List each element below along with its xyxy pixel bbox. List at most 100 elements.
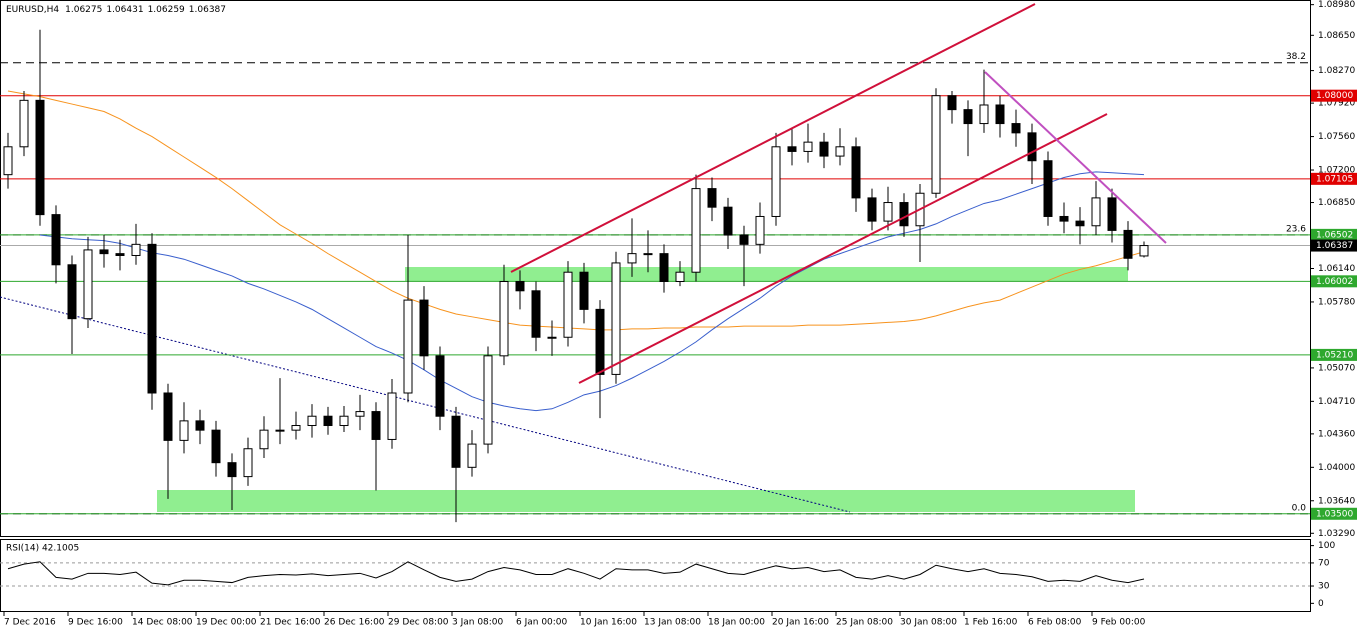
y-tick-label: 1.04360: [1318, 429, 1355, 439]
candle-body: [1107, 197, 1117, 231]
channel-upper: [510, 3, 1036, 273]
candle-body: [1027, 132, 1037, 162]
header-low: 1.06259: [148, 5, 185, 15]
y-tick-label: 1.07920: [1318, 99, 1355, 109]
candle-body: [1123, 229, 1133, 259]
fib-label: 38.2: [1286, 52, 1306, 62]
level-label: 1.07105: [1316, 174, 1353, 184]
candle-body: [339, 415, 349, 427]
candle-body: [163, 392, 173, 441]
level-label-box: [1311, 507, 1357, 520]
candle-body: [499, 281, 509, 357]
candle-body: [403, 299, 413, 394]
candle-body: [227, 462, 237, 478]
x-tick-label: 10 Jan 16:00: [580, 618, 637, 628]
header-close: 1.06387: [189, 5, 226, 15]
candle-body: [947, 95, 957, 111]
moving-average: [39, 171, 1145, 412]
candle-body: [1011, 123, 1021, 134]
x-tick-label: 3 Jan 08:00: [452, 618, 504, 628]
candle-body: [787, 146, 797, 152]
support-zone: [157, 490, 1135, 512]
candle-body: [51, 214, 61, 266]
candle-body: [1139, 245, 1149, 257]
x-tick-label: 6 Jan 00:00: [516, 618, 568, 628]
y-tick-label: 1.05780: [1318, 297, 1355, 307]
candle-body: [883, 202, 893, 222]
levels: 38.2 23.6 0.0: [0, 52, 1310, 515]
moving-averages: [7, 90, 1145, 412]
candle-body: [755, 215, 765, 245]
candles: [3, 29, 1149, 523]
y-tick-label: 1.07200: [1318, 166, 1355, 176]
x-tick-label: 6 Feb 08:00: [1028, 618, 1082, 628]
level-label-box: [1311, 275, 1357, 288]
candle-body: [275, 429, 285, 432]
candle-body: [467, 443, 477, 468]
candle-body: [867, 197, 877, 222]
candle-body: [659, 253, 669, 283]
candle-body: [243, 448, 253, 478]
level-label: 1.08000: [1316, 91, 1353, 101]
candle-body: [259, 429, 269, 450]
moving-average: [7, 90, 1145, 331]
candle-body: [115, 253, 125, 256]
x-tick-label: 9 Feb 00:00: [1092, 618, 1146, 628]
candle-body: [851, 146, 861, 199]
candle-body: [35, 99, 45, 216]
candle-body: [595, 308, 605, 375]
y-tick-label: 1.08650: [1318, 31, 1355, 41]
x-tick-label: 1 Feb 16:00: [964, 618, 1018, 628]
y-tick-label: 1.04000: [1318, 463, 1355, 473]
level-label: 1.03500: [1316, 509, 1353, 519]
chart-header: EURUSD,H4 1.06275 1.06431 1.06259 1.06387: [6, 5, 226, 15]
rsi-tick-label: 0: [1318, 599, 1324, 609]
candle-body: [435, 355, 445, 417]
candle-body: [195, 420, 205, 431]
candle-body: [323, 415, 333, 427]
y-tick-label: 1.04710: [1318, 397, 1355, 407]
y-tick-label: 1.08270: [1318, 66, 1355, 76]
candle-body: [723, 206, 733, 236]
candle-body: [307, 415, 317, 427]
candle-body: [611, 262, 621, 375]
level-label-box: [1311, 172, 1357, 185]
level-label-box: [1311, 348, 1357, 361]
y-tick-label: 1.06850: [1318, 198, 1355, 208]
resistance-line: [984, 71, 1167, 244]
x-tick-label: 26 Dec 16:00: [324, 618, 385, 628]
candle-body: [707, 188, 717, 208]
candle-body: [627, 253, 637, 264]
x-tick-label: 29 Dec 08:00: [388, 618, 449, 628]
candle-body: [547, 336, 557, 339]
rsi-tick-label: 30: [1318, 582, 1330, 592]
candle-body: [179, 420, 189, 441]
candle-body: [1059, 215, 1069, 222]
candle-body: [739, 234, 749, 245]
level-label: 1.05210: [1316, 350, 1353, 360]
x-tick-label: 21 Dec 16:00: [260, 618, 321, 628]
header-high: 1.06431: [106, 5, 143, 15]
candle-body: [387, 392, 397, 440]
current-price-box: [1311, 239, 1357, 252]
candle-body: [835, 146, 845, 157]
candle-body: [67, 264, 77, 320]
candle-body: [979, 104, 989, 125]
x-tick-label: 25 Jan 08:00: [836, 618, 893, 628]
candle-body: [579, 271, 589, 310]
x-tick-label: 13 Jan 08:00: [644, 618, 701, 628]
x-tick-label: 9 Dec 16:00: [68, 618, 123, 628]
y-tick-label: 1.03290: [1318, 529, 1355, 539]
candle-body: [291, 425, 301, 431]
candle-body: [819, 141, 829, 157]
x-tick-label: 7 Dec 2016: [4, 618, 56, 628]
candle-body: [83, 249, 93, 320]
x-tick-label: 20 Jan 16:00: [772, 618, 829, 628]
x-tick-label: 30 Jan 08:00: [900, 618, 957, 628]
candle-body: [99, 249, 109, 255]
candle-body: [1091, 197, 1101, 227]
candle-body: [771, 146, 781, 217]
